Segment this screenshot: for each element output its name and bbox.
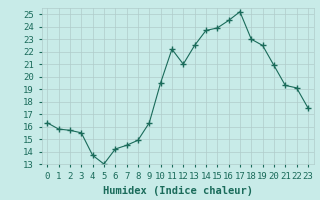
X-axis label: Humidex (Indice chaleur): Humidex (Indice chaleur) [103, 186, 252, 196]
